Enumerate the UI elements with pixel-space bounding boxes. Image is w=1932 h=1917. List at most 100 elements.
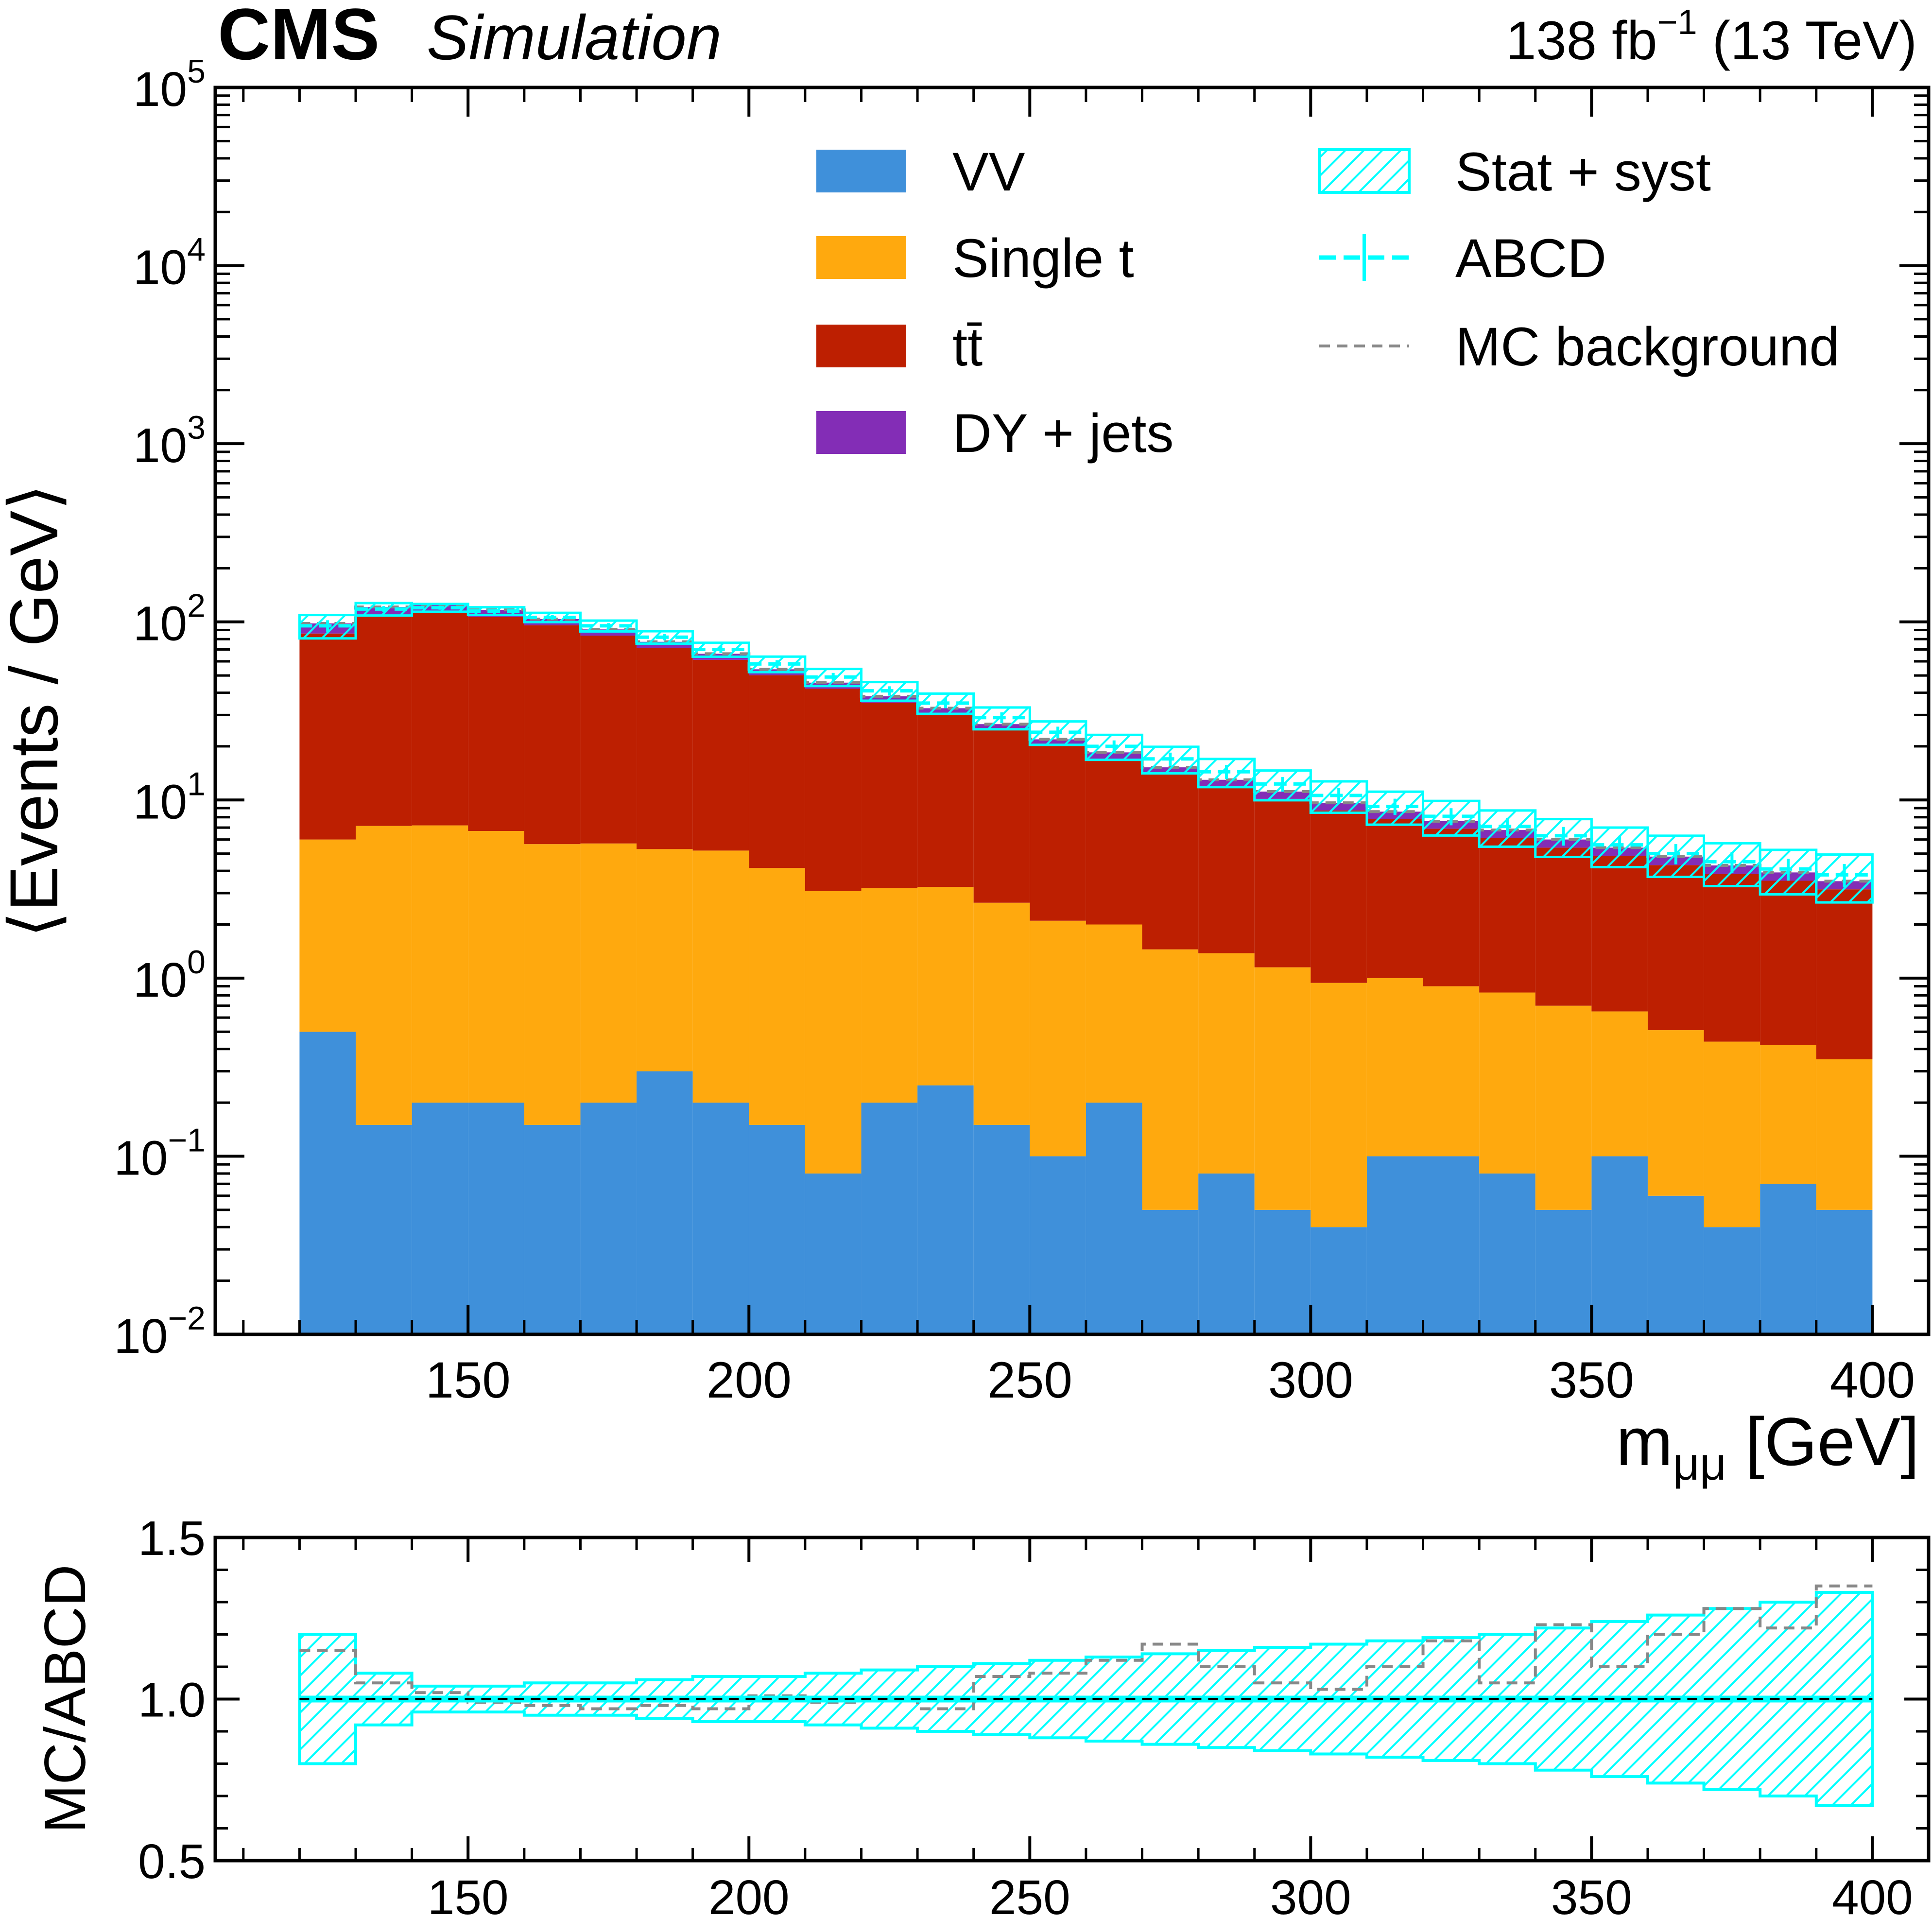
bar-single-t-4: [524, 844, 581, 1125]
bar-single-t-12: [973, 902, 1030, 1125]
bar-vv-8: [749, 1124, 805, 1334]
bar-single-t-2: [412, 825, 468, 1103]
bar-tt--1: [356, 616, 412, 826]
legend-swatch-hatch: [1318, 148, 1411, 194]
bar-single-t-7: [692, 850, 749, 1103]
bar-single-t-18: [1311, 983, 1367, 1227]
bar-single-t-8: [749, 868, 805, 1125]
bar-vv-19: [1366, 1156, 1423, 1334]
x-tick-label: 400: [1830, 1352, 1915, 1409]
y-tick-label: 105: [133, 53, 206, 117]
lumi-label: 138 fb−1 (13 TeV): [1506, 3, 1917, 71]
energy-value: (13 TeV): [1697, 10, 1917, 71]
bar-vv-22: [1535, 1209, 1592, 1334]
bar-vv-7: [692, 1103, 749, 1334]
x-tick-label: 250: [987, 1352, 1072, 1409]
bar-vv-23: [1591, 1156, 1648, 1334]
ratio-y-tick-label: 0.5: [138, 1834, 206, 1889]
bar-single-t-27: [1816, 1059, 1873, 1210]
bar-tt--13: [1030, 746, 1086, 921]
bar-vv-4: [524, 1124, 581, 1334]
y-tick-label: 102: [133, 587, 206, 651]
bar-tt--17: [1254, 798, 1311, 967]
legend: VV Single t tt̄ DY + jets Stat + syst ABCD MC …: [816, 141, 1840, 464]
bar-vv-9: [805, 1173, 862, 1334]
ratio-mc-line: [299, 1584, 1873, 1710]
bar-tt--6: [637, 648, 693, 849]
legend-swatch-1: [816, 236, 906, 279]
bar-vv-11: [917, 1085, 974, 1334]
legend-label-6: MC background: [1455, 316, 1840, 377]
y-axis-label: ⟨Events / GeV⟩: [0, 484, 72, 938]
legend-label-1: Single t: [952, 228, 1134, 289]
bar-vv-3: [468, 1103, 524, 1334]
x-tick-label: 350: [1549, 1352, 1634, 1409]
bar-single-t-11: [917, 887, 974, 1086]
x-tick-label: 300: [1268, 1352, 1353, 1409]
ratio-x-tick-label: 150: [428, 1870, 509, 1917]
bar-vv-15: [1142, 1209, 1199, 1334]
bar-tt--14: [1086, 759, 1142, 925]
ratio-x-tick-label: 300: [1270, 1870, 1351, 1917]
bar-single-t-10: [861, 888, 918, 1103]
bar-tt--26: [1760, 881, 1816, 1045]
bar-vv-1: [356, 1124, 412, 1334]
bar-tt--20: [1423, 829, 1480, 986]
legend-swatch-0: [816, 150, 906, 192]
legend-label-0: VV: [952, 141, 1025, 202]
bar-tt--15: [1142, 774, 1199, 950]
bar-tt--12: [973, 730, 1030, 903]
bar-vv-25: [1704, 1227, 1760, 1334]
bar-single-t-22: [1535, 1005, 1592, 1210]
ratio-mc-path: [299, 1584, 1873, 1710]
bar-tt--19: [1366, 819, 1423, 978]
bar-tt--22: [1535, 847, 1592, 1006]
bar-tt--8: [749, 675, 805, 868]
y-tick-label: 10−1: [114, 1122, 206, 1185]
bar-single-t-9: [805, 891, 862, 1174]
x-axis-label: mμμ [GeV]: [1616, 1403, 1919, 1490]
ratio-x-tick-label: 200: [708, 1870, 790, 1917]
bar-single-t-17: [1254, 967, 1311, 1210]
bar-vv-12: [973, 1124, 1030, 1334]
bar-single-t-1: [356, 826, 412, 1125]
experiment-label: CMS: [218, 0, 380, 75]
bar-tt--0: [299, 633, 356, 840]
bar-single-t-5: [580, 843, 637, 1103]
bar-single-t-16: [1198, 953, 1255, 1174]
bar-single-t-13: [1030, 920, 1086, 1157]
bar-vv-17: [1254, 1209, 1311, 1334]
bar-tt--27: [1816, 889, 1873, 1059]
y-tick-label: 104: [133, 231, 206, 295]
bar-tt--16: [1198, 786, 1255, 953]
y-tick-label: 10−2: [114, 1300, 206, 1364]
bar-vv-20: [1423, 1156, 1480, 1334]
ratio-x-tick-label: 350: [1551, 1870, 1632, 1917]
y-tick-label: 101: [133, 765, 206, 829]
bar-tt--2: [412, 613, 468, 826]
ratio-y-axis-label: MC/ABCD: [33, 1564, 98, 1833]
ratio-plot-area: 150 200 250 300 350 400 0.5 1.0 1.5: [138, 1511, 1931, 1917]
bar-vv-0: [299, 1032, 356, 1334]
bar-single-t-23: [1591, 1011, 1648, 1157]
bar-vv-24: [1647, 1195, 1704, 1334]
bar-tt--11: [917, 714, 974, 887]
bar-tt--21: [1479, 838, 1535, 993]
bar-vv-10: [861, 1103, 918, 1334]
ratio-y-tick-label: 1.0: [138, 1673, 206, 1727]
legend-swatch-2: [816, 325, 906, 367]
bar-single-t-15: [1142, 949, 1199, 1210]
y-tick-label: 100: [133, 944, 206, 1007]
lumi-exponent: −1: [1657, 3, 1697, 42]
x-axis-label-unit: [GeV]: [1726, 1403, 1919, 1480]
bar-single-t-14: [1086, 924, 1142, 1103]
bar-tt--4: [524, 625, 581, 845]
x-axis-label-sub: μμ: [1673, 1438, 1727, 1490]
bar-single-t-20: [1423, 986, 1480, 1157]
bar-tt--25: [1704, 874, 1760, 1042]
bar-tt--7: [692, 659, 749, 851]
bar-single-t-26: [1760, 1045, 1816, 1184]
bar-single-t-19: [1366, 978, 1423, 1157]
legend-label-4: Stat + syst: [1455, 141, 1711, 202]
